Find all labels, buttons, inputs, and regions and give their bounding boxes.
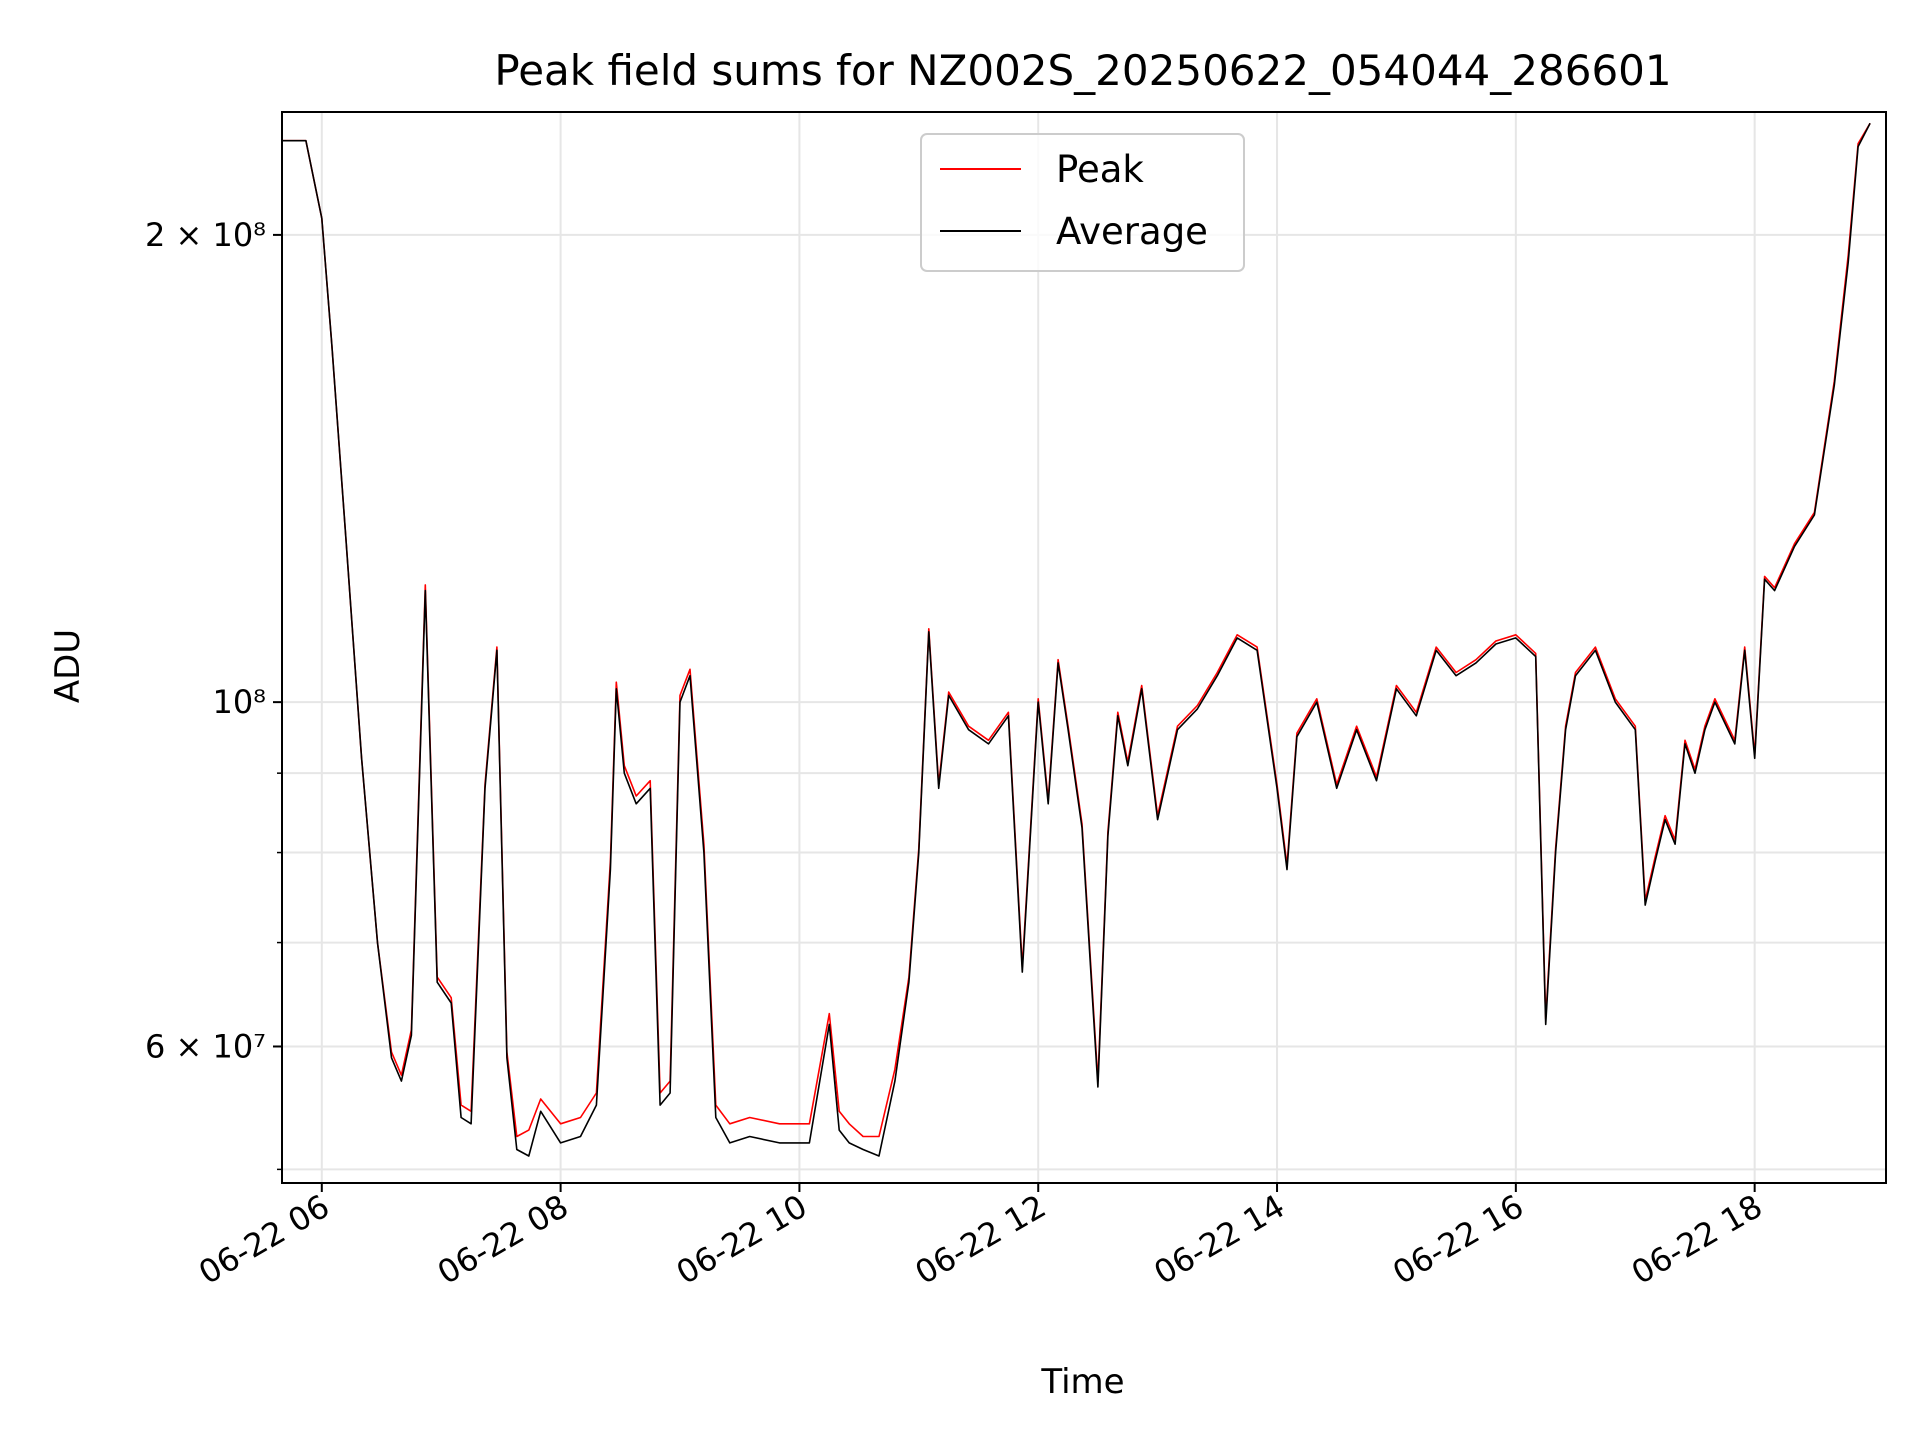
legend-label-peak: Peak xyxy=(1056,148,1144,191)
series-line-average xyxy=(282,122,1871,1157)
x-axis-label: Time xyxy=(1040,1362,1124,1402)
y-tick-label: 10⁸ xyxy=(212,683,266,721)
plot-frame xyxy=(281,111,1887,1184)
legend: Peak Average xyxy=(920,133,1245,272)
series-layer xyxy=(282,122,1871,1157)
y-axis-label: ADU xyxy=(48,629,88,703)
y-tick-label: 6 × 10⁷ xyxy=(145,1027,266,1065)
chart-title: Peak field sums for NZ002S_20250622_0540… xyxy=(494,46,1671,95)
legend-label-average: Average xyxy=(1056,210,1208,253)
y-tick-label: 2 × 10⁸ xyxy=(145,216,266,254)
